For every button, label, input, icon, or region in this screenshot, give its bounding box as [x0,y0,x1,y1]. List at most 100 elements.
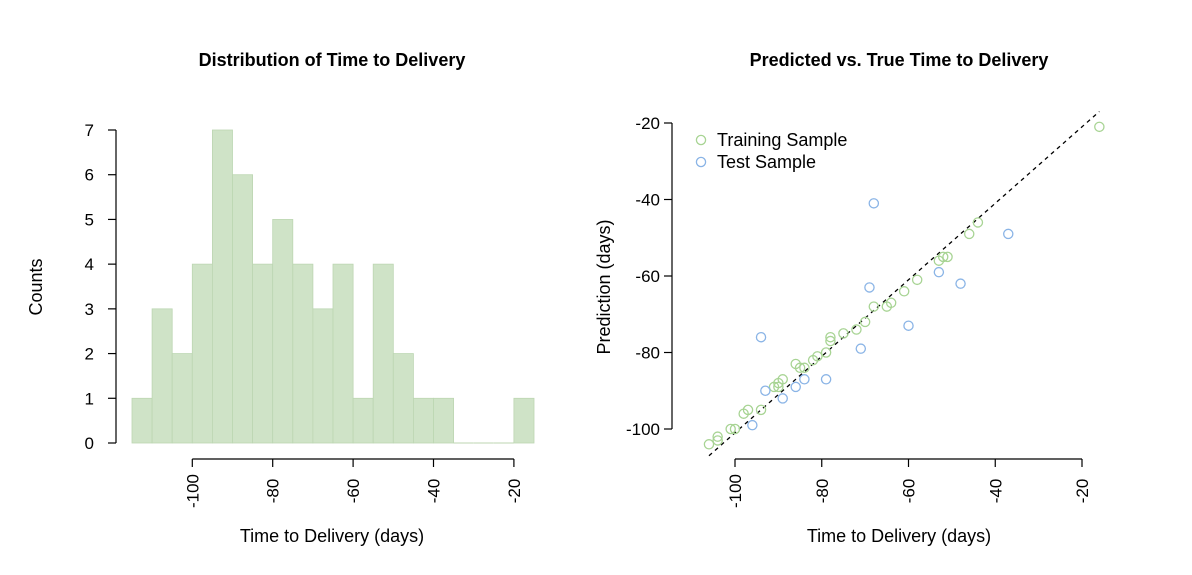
scatter-point [851,324,862,335]
scatter-point [825,335,836,347]
histogram-bar [433,397,455,444]
scatter-x-tick-label: -40 [986,479,1005,504]
scatter-point [868,198,880,209]
scatter-point [747,419,758,431]
histogram-y-tick-label: 5 [85,210,94,229]
scatter-point [825,331,836,343]
scatter-point [955,278,966,289]
histogram-bar [151,308,173,444]
scatter-y-tick-label: -100 [626,420,660,439]
histogram-x-tick-label: -80 [264,479,283,504]
scatter-x-tick-label: -100 [726,474,745,508]
histogram-bar [232,174,254,444]
legend-label: Test Sample [717,152,816,172]
histogram-y-tick-label: 3 [85,300,94,319]
histogram-y-tick-label: 4 [85,255,94,274]
scatter-point [855,343,867,354]
histogram-y-tick-label: 0 [85,434,94,453]
scatter-title: Predicted vs. True Time to Delivery [750,50,1049,70]
scatter-point [812,351,823,362]
histogram-y-label: Counts [26,258,46,315]
histogram-x-tick-label: -40 [425,479,444,504]
legend-marker [695,134,707,146]
scatter-x-tick-label: -60 [900,479,919,504]
histogram-y-tick-label: 7 [85,121,94,140]
scatter-point [755,404,767,416]
histogram-bar [252,263,274,444]
legend-marker [695,156,707,168]
histogram-y-axis: 0 1 2 3 4 5 6 7 [85,121,117,453]
histogram-bar [372,263,394,444]
scatter-point [898,286,910,297]
scatter-point [729,423,741,435]
series-test [747,198,1014,431]
reference-line [708,111,1100,457]
scatter-point [742,404,754,416]
scatter-point [942,251,953,263]
scatter-point [838,328,849,339]
scatter-point [790,381,801,393]
scatter-point [972,217,984,228]
scatter-point [864,282,875,293]
scatter-point [703,439,715,450]
scatter-x-label: Time to Delivery (days) [807,526,991,546]
scatter-point [1094,121,1105,133]
histogram-panel: Distribution of Time to Delivery -100 -80… [26,50,535,546]
histogram-x-tick-label: -20 [505,479,524,504]
histogram-bar [312,308,334,444]
histogram-bar [412,397,434,444]
scatter-point [794,362,806,374]
histogram-title: Distribution of Time to Delivery [199,50,466,70]
scatter-x-tick-label: -20 [1073,479,1092,504]
scatter-y-tick-label: -40 [635,191,660,210]
scatter-point [777,393,788,404]
histogram-x-tick-label: -100 [183,474,202,508]
scatter-y-tick-label: -80 [635,344,660,363]
histogram-bars [131,129,535,444]
histogram-bar [171,353,193,444]
scatter-point [868,301,880,312]
scatter-y-tick-label: -60 [635,267,660,286]
scatter-point [712,431,723,442]
scatter-point [773,381,784,393]
scatter-point [937,251,949,263]
histogram-x-axis: -100 -80 -60 -40 -20 [183,458,524,508]
histogram-bar [131,397,153,444]
scatter-point [903,320,914,331]
scatter-point [712,435,723,446]
series-training [703,121,1105,450]
scatter-point [760,385,771,396]
scatter-point [820,374,832,385]
scatter-point [820,347,832,358]
scatter-y-label: Prediction (days) [594,219,614,354]
scatter-point [933,266,945,278]
histogram-y-tick-label: 1 [85,389,94,408]
scatter-point [885,297,897,309]
scatter-point [911,274,923,286]
scatter-panel: Predicted vs. True Time to Delivery -100… [594,50,1105,546]
identity-dashed-line [708,111,1100,457]
scatter-point [725,423,736,435]
scatter-point [755,331,767,343]
histogram-bar [292,263,314,444]
histogram-bar [191,263,213,444]
scatter-y-tick-label: -20 [635,114,660,133]
scatter-point [859,316,871,328]
legend-label: Training Sample [717,130,847,150]
scatter-point [799,374,810,385]
histogram-x-tick-label: -60 [344,479,363,504]
scatter-point [777,374,788,385]
histogram-bar [272,219,294,444]
scatter-point [1003,228,1014,240]
scatter-point [799,362,810,374]
histogram-x-label: Time to Delivery (days) [240,526,424,546]
histogram-bar [332,263,354,444]
scatter-axes: -100 -80 -60 -40 -20 -100 -80 -60 -40 -20 [626,114,1092,508]
scatter-point [963,228,975,240]
histogram-bar [513,397,535,444]
histogram-bar [211,129,233,444]
scatter-points [703,121,1105,450]
histogram-y-tick-label: 2 [85,345,94,364]
